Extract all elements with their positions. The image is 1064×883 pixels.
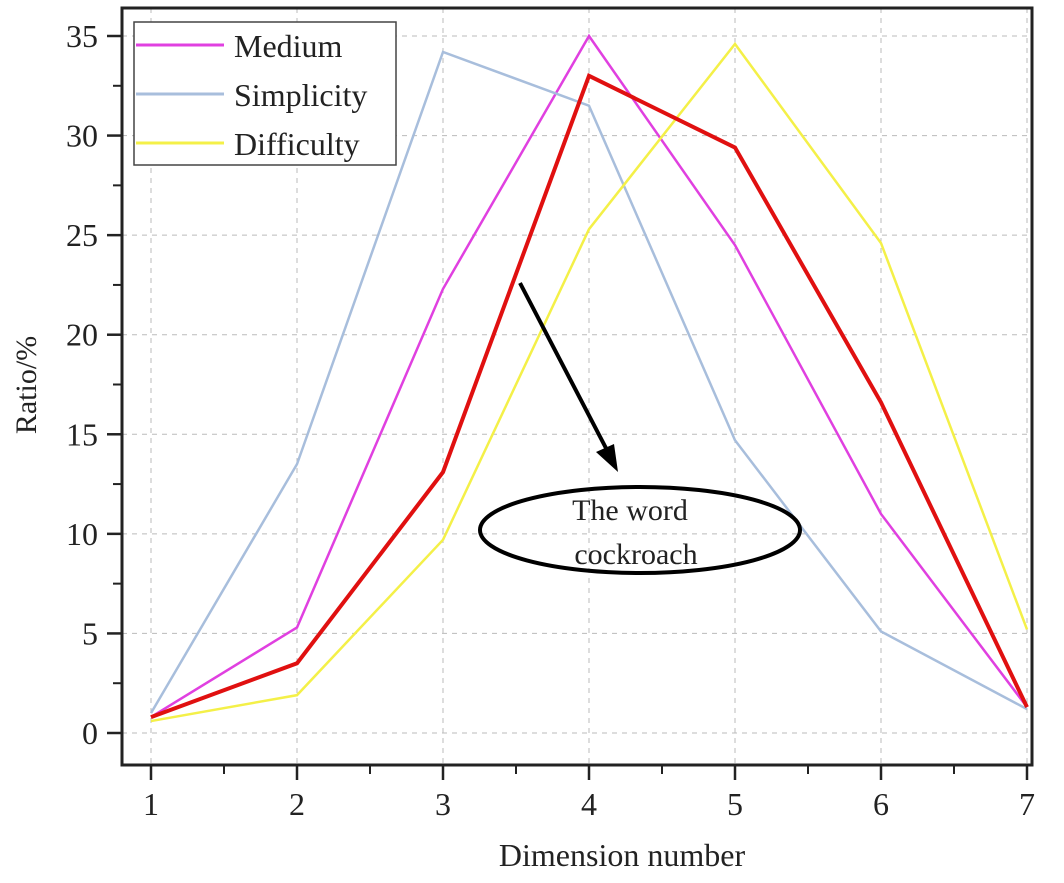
legend-label-simplicity: Simplicity: [234, 77, 367, 113]
legend-label-difficulty: Difficulty: [234, 126, 360, 162]
annotation-text-line2: cockroach: [574, 538, 697, 571]
x-axis-label: Dimension number: [499, 837, 746, 873]
x-tick-label: 6: [873, 786, 889, 822]
x-tick-label: 2: [289, 786, 305, 822]
grid-lines: [122, 8, 1032, 765]
x-tick-label: 3: [435, 786, 451, 822]
x-tick-label: 5: [727, 786, 743, 822]
y-tick-label: 25: [66, 217, 98, 253]
axes: 1 2 3 4 5 6 7 0 5 10 15 20 25 30 35: [66, 18, 1035, 822]
annotation-text-line1: The word: [572, 494, 688, 527]
y-tick-label: 15: [66, 416, 98, 452]
y-tick-label: 10: [66, 516, 98, 552]
simplicity-series-line: [149, 50, 1028, 714]
legend-label-medium: Medium: [234, 28, 343, 64]
unlabeled-red-series-line: [150, 73, 1029, 719]
y-tick-label: 20: [66, 317, 98, 353]
x-tick-label: 7: [1019, 786, 1035, 822]
y-axis-label: Ratio/%: [10, 336, 43, 434]
difficulty-series-line: [150, 41, 1029, 723]
y-tick-label: 35: [66, 18, 98, 54]
plot-frame: [120, 6, 1034, 767]
y-tick-label: 30: [66, 118, 98, 154]
x-tick-label: 4: [581, 786, 597, 822]
annotation: The word cockroach: [478, 282, 802, 575]
y-tick-label: 5: [82, 615, 98, 651]
y-tick-label: 0: [82, 715, 98, 751]
medium-series-line: [150, 33, 1028, 719]
arrowhead-icon: [596, 444, 618, 472]
series-lines: [149, 33, 1029, 723]
annotation-ellipse: [478, 485, 802, 575]
legend: Medium Simplicity Difficulty: [133, 21, 397, 166]
x-tick-label: 1: [143, 786, 159, 822]
annotation-arrow: [518, 282, 610, 453]
